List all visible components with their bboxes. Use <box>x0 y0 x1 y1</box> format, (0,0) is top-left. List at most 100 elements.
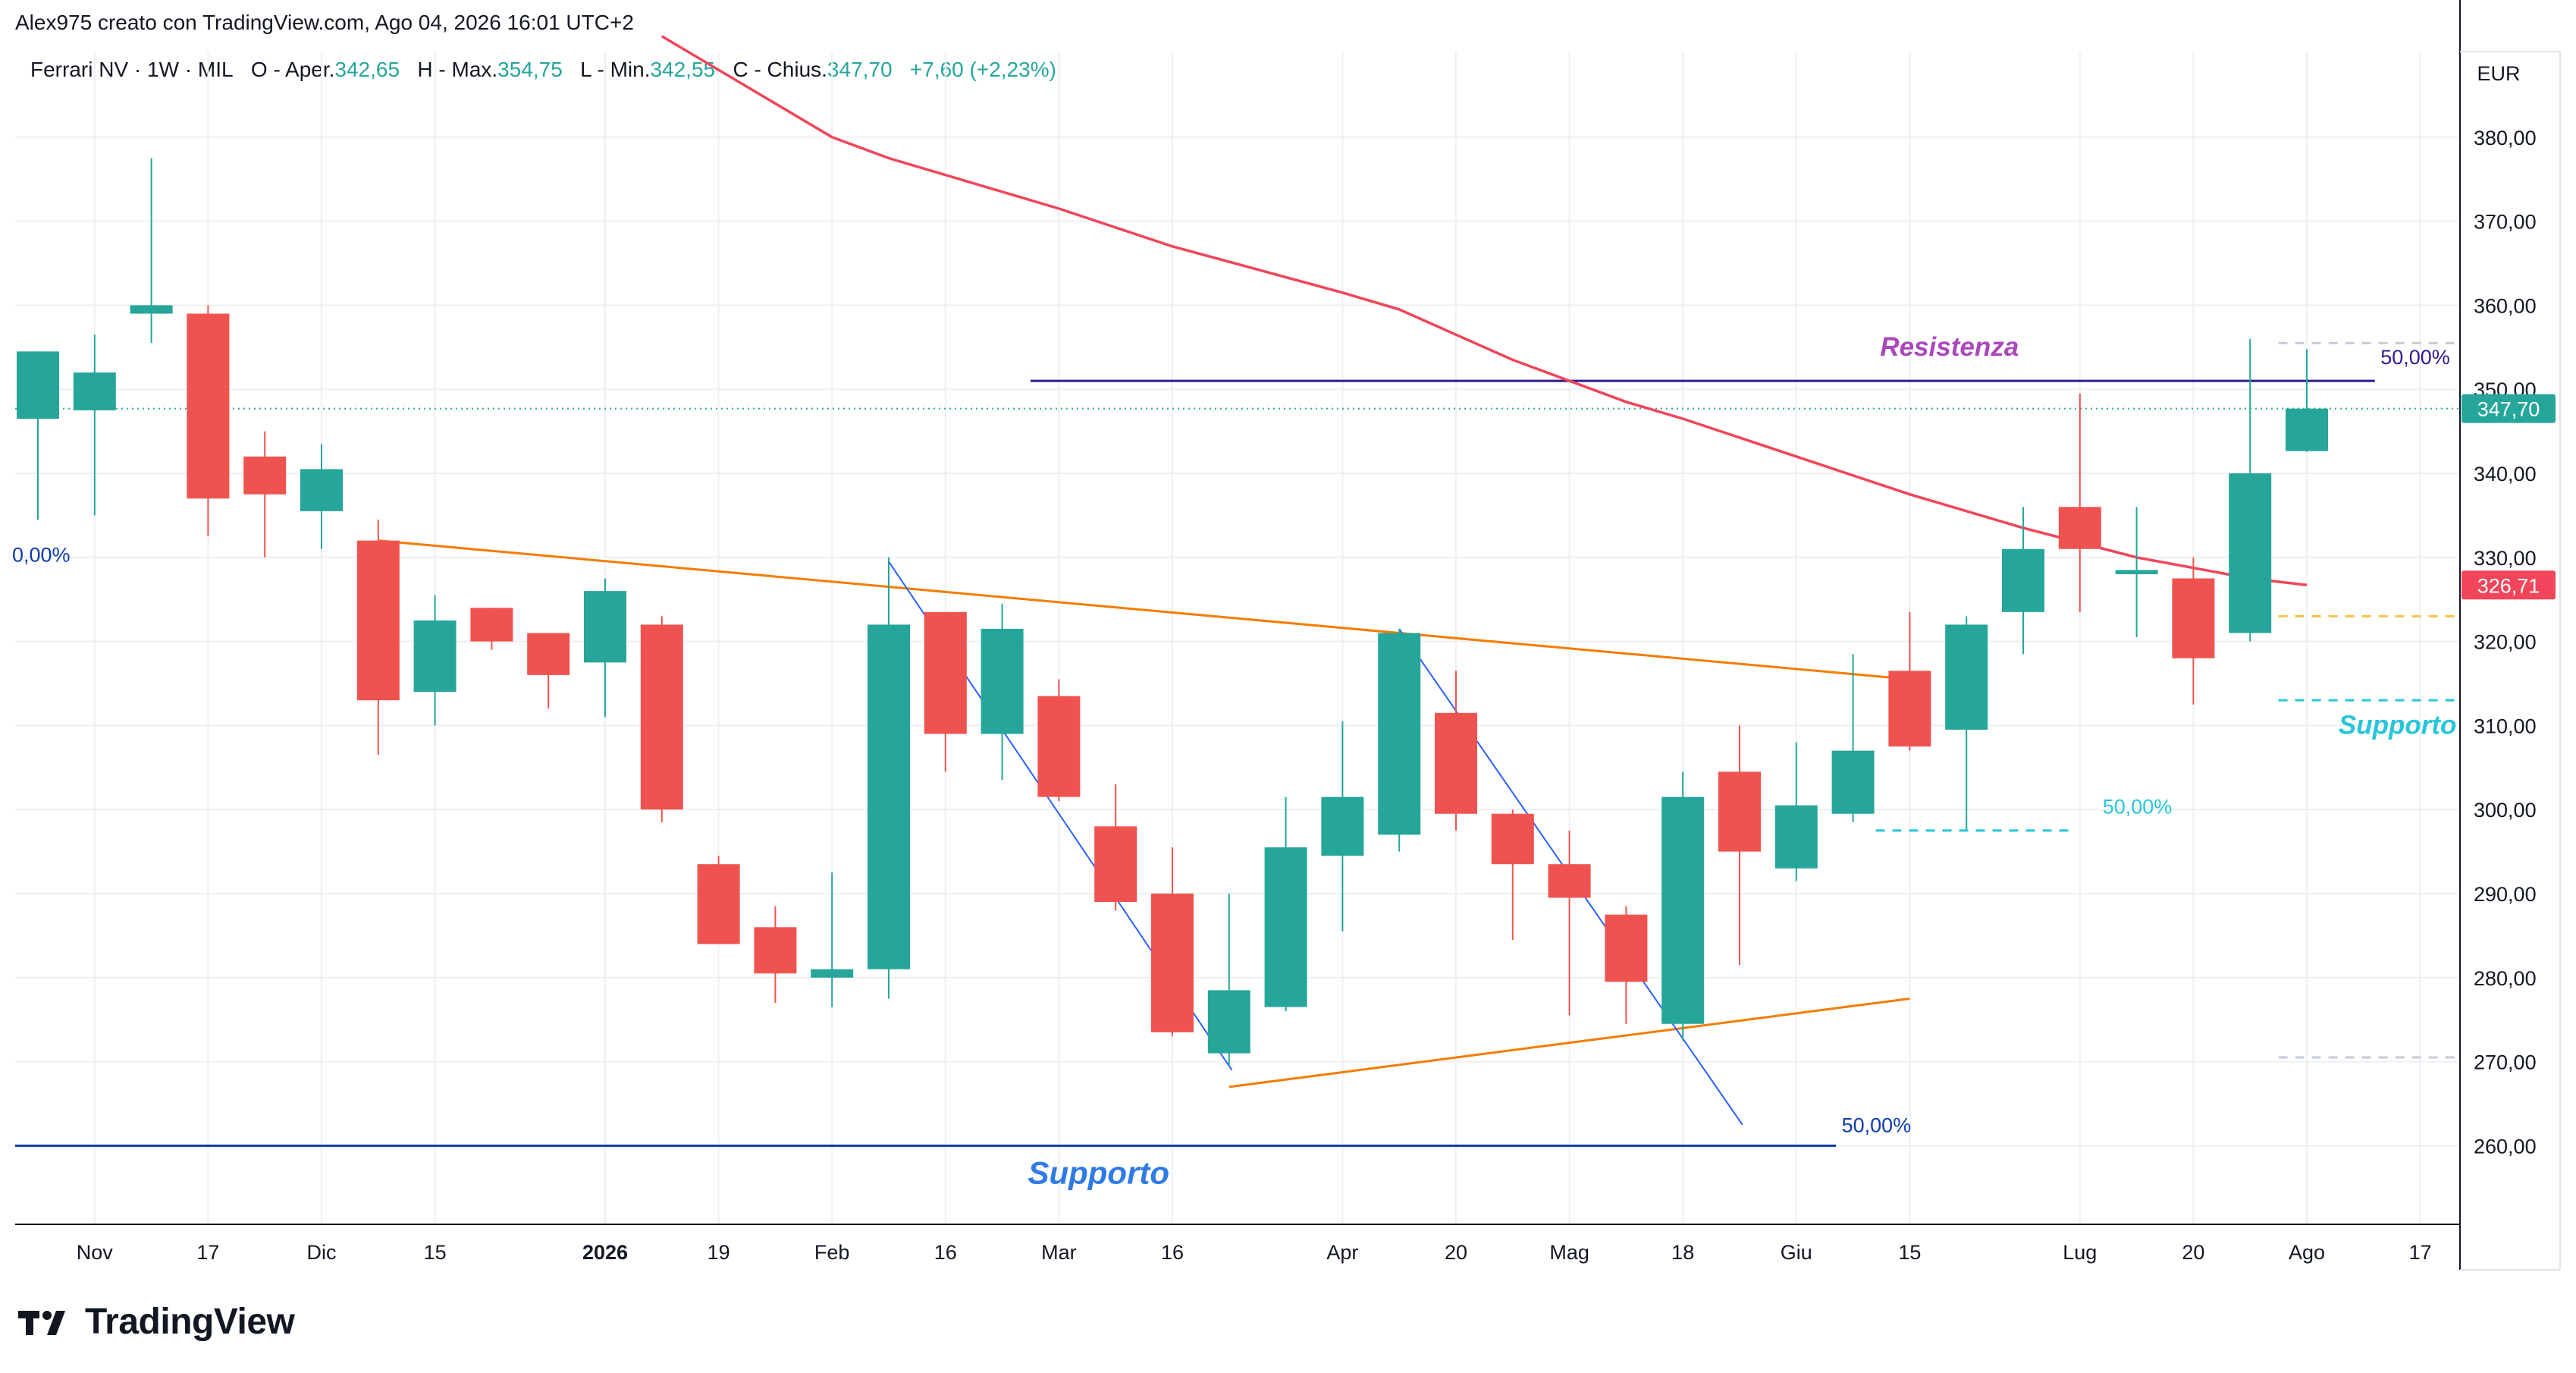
candle-body <box>2172 578 2215 658</box>
candle-body <box>300 469 343 511</box>
left-pct-label: 0,00% <box>12 543 71 566</box>
x-tick-label: 20 <box>2182 1241 2204 1264</box>
candle-body <box>1435 712 1477 814</box>
ohlc-legend: Ferrari NV · 1W · MIL O - Aper.342,65 H … <box>30 58 1056 82</box>
price-chart[interactable]: 50,00% Supporto Resistenza 50,00% 50,00% Supp… <box>0 0 2576 1290</box>
close-label: C - Chius. <box>733 58 827 81</box>
candle-body <box>1888 671 1931 747</box>
candle-body <box>981 628 1024 734</box>
candle-body <box>1831 750 1875 814</box>
open-label: O - Aper. <box>250 58 335 81</box>
drawing-overlays: 50,00% Supporto Resistenza 50,00% 50,00% Supp… <box>12 332 2460 1190</box>
candle-body <box>1548 864 1591 898</box>
candle-body <box>1378 633 1421 835</box>
x-tick-label: Lug <box>2063 1241 2097 1264</box>
close-value: 347,70 <box>827 58 893 81</box>
candle-body <box>1321 796 1364 856</box>
candle-body <box>243 456 287 495</box>
brand-name: TradingView <box>85 1302 295 1342</box>
candle-body <box>697 864 740 944</box>
y-tick-label: 340,00 <box>2474 463 2537 485</box>
y-tick-label: 260,00 <box>2474 1135 2537 1158</box>
moving-average-line <box>660 35 2308 587</box>
resistance-pct-label: 50,00% <box>2380 346 2450 369</box>
y-tick-label: 300,00 <box>2474 799 2537 822</box>
candle-body <box>1661 796 1705 1024</box>
y-tick-label: 360,00 <box>2474 294 2537 317</box>
x-tick-label: 15 <box>1898 1241 1921 1264</box>
low-label: L - Min. <box>580 58 651 81</box>
candle-body <box>1718 771 1761 852</box>
x-tick-label: 2026 <box>582 1241 628 1264</box>
resistance-label: Resistenza <box>1880 332 2019 362</box>
x-tick-label: Ago <box>2289 1241 2325 1264</box>
chart-attribution: Alex975 creato con TradingView.com, Ago … <box>15 11 634 34</box>
high-value: 354,75 <box>497 58 563 81</box>
candle-body <box>1945 624 1988 730</box>
y-tick-label: 270,00 <box>2474 1051 2537 1074</box>
symbol-name[interactable]: Ferrari NV · 1W · MIL <box>30 58 234 81</box>
x-tick-label: 19 <box>708 1241 730 1264</box>
open-value: 342,65 <box>334 58 400 81</box>
x-tick-label: 20 <box>1445 1241 1467 1264</box>
candle-body <box>1207 990 1250 1054</box>
y-tick-label: 380,00 <box>2474 127 2537 149</box>
y-tick-label: 310,00 <box>2474 715 2537 737</box>
candle-body <box>470 608 513 642</box>
tradingview-logo-icon <box>18 1310 65 1335</box>
candle-body <box>356 540 400 701</box>
candle-body <box>1774 805 1818 869</box>
change-value: +7,60 (+2,23%) <box>909 58 1056 81</box>
upper-trendline <box>378 539 1910 680</box>
support-label: Supporto <box>1028 1155 1169 1190</box>
candle-body <box>187 313 230 499</box>
y-tick-label: 290,00 <box>2474 883 2537 906</box>
candle-body <box>1094 826 1137 903</box>
candle-body <box>2115 570 2158 574</box>
candle-body <box>811 969 854 978</box>
candle-body <box>754 927 797 974</box>
candle-body <box>527 633 570 675</box>
candle-body <box>73 372 116 410</box>
x-tick-label: Dic <box>307 1241 337 1264</box>
y-tick-label: 330,00 <box>2474 547 2537 570</box>
x-tick-label: 17 <box>2409 1241 2432 1264</box>
support-pct-label: 50,00% <box>1842 1114 1912 1136</box>
candle-body <box>2229 473 2272 633</box>
x-tick-label: 17 <box>196 1241 219 1264</box>
candle-body <box>1491 813 1534 865</box>
x-tick-label: 15 <box>424 1241 447 1264</box>
candle-body <box>1264 847 1307 1007</box>
y-tick-label: 320,00 <box>2474 631 2537 654</box>
candle-body <box>2002 548 2044 612</box>
y-tick-label: 370,00 <box>2474 211 2537 234</box>
x-tick-label: Mag <box>1549 1241 1589 1264</box>
current-price-tag-bg <box>2461 394 2556 423</box>
x-tick-label: Feb <box>814 1241 850 1264</box>
brand[interactable]: TradingView <box>18 1301 295 1343</box>
candle-body <box>1037 696 1081 797</box>
candle-body <box>2058 507 2101 549</box>
candles <box>17 158 2328 1067</box>
candle-body <box>868 624 910 969</box>
candle-body <box>130 305 173 314</box>
ma-price-tag-bg <box>2461 570 2556 600</box>
x-tick-label: Nov <box>77 1241 114 1264</box>
y-tick-label: 280,00 <box>2474 967 2537 990</box>
candle-body <box>2286 408 2328 451</box>
x-tick-label: 18 <box>1671 1241 1694 1264</box>
axes: 260,00 270,00 280,00 290,00 300,00 310,00 320,… <box>15 0 2561 1271</box>
x-tick-label: 16 <box>934 1241 957 1264</box>
current-price-tag-text: 347,70 <box>2477 398 2540 421</box>
candle-body <box>1605 914 1648 982</box>
x-tick-label: Mar <box>1041 1241 1077 1264</box>
candle-body <box>924 611 967 734</box>
currency-label: EUR <box>2477 62 2520 85</box>
x-tick-label: Giu <box>1781 1241 1812 1264</box>
candle-body <box>640 624 683 810</box>
candle-body <box>584 591 626 663</box>
candle-body <box>1151 894 1194 1032</box>
lower-trendline <box>1228 998 1910 1089</box>
x-tick-label: Apr <box>1326 1241 1358 1264</box>
support2-label: Supporto <box>2339 710 2457 740</box>
